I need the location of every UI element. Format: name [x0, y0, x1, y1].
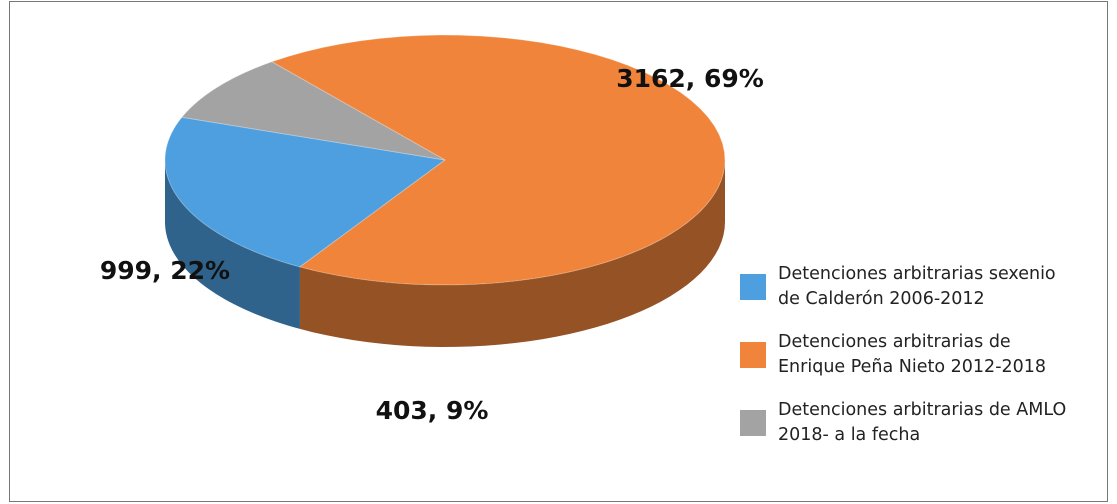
- legend-swatch: [740, 342, 766, 368]
- slice: [180, 61, 446, 161]
- legend-item: Detenciones arbitrarias sexenio de Calde…: [740, 262, 1070, 312]
- pie-tops: [164, 34, 726, 286]
- slice-side: [165, 160, 300, 329]
- value-label: 3162, 69%: [616, 64, 764, 93]
- legend-label: Detenciones arbitrarias de Enrique Peña …: [778, 332, 1047, 377]
- value-labels: 999, 22% 3162, 69% 403, 9%: [100, 64, 764, 425]
- slice: [270, 34, 726, 286]
- legend-swatch: [740, 274, 766, 300]
- legend-swatch: [740, 410, 766, 436]
- value-label: 999, 22%: [100, 256, 230, 285]
- legend-label: Detenciones arbitrarias de AMLO 2018- a …: [778, 400, 1067, 445]
- pie-sides: [165, 160, 725, 347]
- border: [9, 1, 1108, 502]
- legend-label: Detenciones arbitrarias sexenio de Calde…: [778, 264, 1056, 309]
- slice: [164, 116, 447, 268]
- slice-side: [299, 160, 725, 347]
- legend: Detenciones arbitrarias sexenio de Calde…: [740, 262, 1070, 466]
- value-label: 403, 9%: [376, 396, 489, 425]
- legend-item: Detenciones arbitrarias de Enrique Peña …: [740, 330, 1070, 380]
- legend-item: Detenciones arbitrarias de AMLO 2018- a …: [740, 398, 1070, 448]
